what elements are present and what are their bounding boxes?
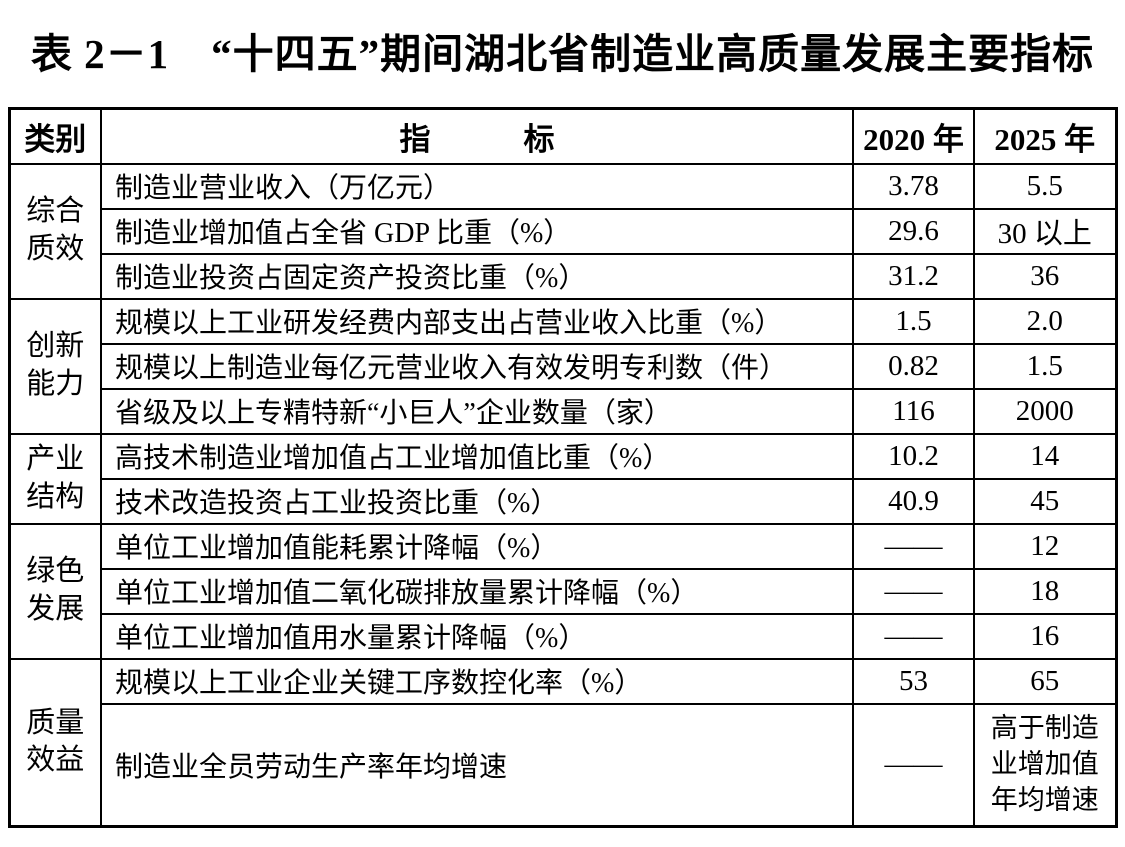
value-2020-cell: 10.2 [852, 432, 975, 480]
value-2020-cell: 1.5 [852, 297, 975, 345]
category-line: 产业 [26, 442, 85, 475]
category-line: 结构 [26, 480, 85, 513]
indicator-cell: 制造业营业收入（万亿元） [100, 162, 854, 210]
value-2025-cell: 30 以上 [973, 207, 1117, 255]
value-2025-cell: 1.5 [973, 342, 1117, 390]
column-header-category: 类别 [8, 107, 102, 165]
value-2020-cell: 116 [852, 387, 975, 435]
category-cell-chuangxin-nengli: 创新 能力 [8, 297, 102, 435]
value-2025-cell: 2000 [973, 387, 1117, 435]
category-line: 综合 [26, 195, 85, 228]
indicator-cell: 省级及以上专精特新“小巨人”企业数量（家） [100, 387, 854, 435]
category-line: 质量 [26, 706, 85, 739]
value-2020-cell: 29.6 [852, 207, 975, 255]
indicator-cell: 规模以上工业研发经费内部支出占营业收入比重（%） [100, 297, 854, 345]
category-line: 能力 [26, 368, 85, 400]
column-header-2020: 2020 年 [852, 107, 975, 165]
indicator-cell: 单位工业增加值二氧化碳排放量累计降幅（%） [100, 567, 854, 615]
indicator-cell: 单位工业增加值能耗累计降幅（%） [100, 522, 854, 570]
category-line: 效益 [26, 744, 85, 777]
value-2020-cell: —— [852, 612, 975, 660]
indicator-cell: 制造业全员劳动生产率年均增速 [100, 702, 854, 828]
header-row: 类别 指 标 2020 年 2025 年 [8, 107, 1117, 165]
table-title: 表 2－1 “十四五”期间湖北省制造业高质量发展主要指标 [30, 31, 1095, 77]
table-row: 质量 效益 规模以上工业企业关键工序数控化率（%） 53 65 [8, 657, 1117, 828]
value-2020-cell: 0.82 [852, 342, 975, 390]
value-2025-cell: 18 [973, 567, 1117, 615]
table-row: 技术改造投资占工业投资比重（%） 40.9 45 [9, 477, 1117, 525]
table-row: 综合 质效 制造业营业收入（万亿元） 3.78 5.5 [8, 162, 1117, 300]
indicator-cell: 技术改造投资占工业投资比重（%） [100, 477, 854, 525]
value-2025-cell: 45 [973, 477, 1117, 525]
indicator-cell: 高技术制造业增加值占工业增加值比重（%） [100, 432, 854, 480]
table-row: 省级及以上专精特新“小巨人”企业数量（家） 116 2000 [9, 387, 1117, 435]
column-header-2025: 2025 年 [973, 107, 1117, 165]
table-row: 制造业增加值占全省 GDP 比重（%） 29.6 30 以上 [9, 207, 1117, 255]
value-2025-cell: 5.5 [973, 162, 1117, 210]
value-2020-cell: —— [852, 567, 975, 615]
indicator-cell: 规模以上制造业每亿元营业收入有效发明专利数（件） [100, 342, 854, 390]
value-2025-cell: 14 [973, 432, 1117, 480]
category-cell-zonghe-zhixiao: 综合 质效 [8, 162, 102, 300]
value-2025-cell: 65 [973, 657, 1117, 705]
category-cell-chanye-jiegou: 产业 结构 [8, 432, 102, 525]
value-2025-cell: 高于制造业增加值年均增速 [973, 702, 1117, 828]
indicator-cell: 制造业增加值占全省 GDP 比重（%） [100, 207, 854, 255]
value-2020-cell: —— [852, 702, 975, 828]
indicator-cell: 制造业投资占固定资产投资比重（%） [100, 252, 854, 300]
table-row: 单位工业增加值二氧化碳排放量累计降幅（%） —— 18 [9, 567, 1117, 615]
indicator-cell: 规模以上工业企业关键工序数控化率（%） [100, 657, 854, 705]
table-row: 产业 结构 高技术制造业增加值占工业增加值比重（%） 10.2 14 [8, 432, 1117, 525]
table-row: 制造业全员劳动生产率年均增速 —— 高于制造业增加值年均增速 [9, 702, 1117, 828]
category-line: 绿色 [26, 555, 85, 588]
category-line: 质效 [26, 233, 85, 265]
table-row: 绿色 发展 单位工业增加值能耗累计降幅（%） —— 12 [8, 522, 1117, 660]
value-2025-cell: 16 [973, 612, 1117, 660]
value-2020-cell: 3.78 [852, 162, 975, 210]
category-cell-lvse-fazhan: 绿色 发展 [8, 522, 102, 660]
category-cell-zhiliang-xiaoyi: 质量 效益 [8, 657, 102, 828]
value-2025-cell: 2.0 [973, 297, 1117, 345]
column-header-indicator: 指 标 [100, 107, 854, 165]
indicator-cell: 单位工业增加值用水量累计降幅（%） [100, 612, 854, 660]
table-row: 规模以上制造业每亿元营业收入有效发明专利数（件） 0.82 1.5 [9, 342, 1117, 390]
document-page: 表 2－1 “十四五”期间湖北省制造业高质量发展主要指标 类别 指 标 2020… [7, 31, 1118, 828]
value-2025-cell: 36 [973, 252, 1117, 300]
category-line: 发展 [26, 593, 85, 625]
table-row: 创新 能力 规模以上工业研发经费内部支出占营业收入比重（%） 1.5 2.0 [8, 297, 1117, 435]
category-line: 创新 [26, 330, 85, 363]
value-2020-cell: 40.9 [852, 477, 975, 525]
table-row: 单位工业增加值用水量累计降幅（%） —— 16 [9, 612, 1117, 660]
indicators-table: 类别 指 标 2020 年 2025 年 综合 质效 制造业营业收入（万亿元） … [7, 107, 1118, 828]
value-2020-cell: 53 [852, 657, 975, 705]
table-row: 制造业投资占固定资产投资比重（%） 31.2 36 [9, 252, 1117, 300]
value-2020-cell: 31.2 [852, 252, 975, 300]
value-2025-cell: 12 [973, 522, 1117, 570]
value-2020-cell: —— [852, 522, 975, 570]
